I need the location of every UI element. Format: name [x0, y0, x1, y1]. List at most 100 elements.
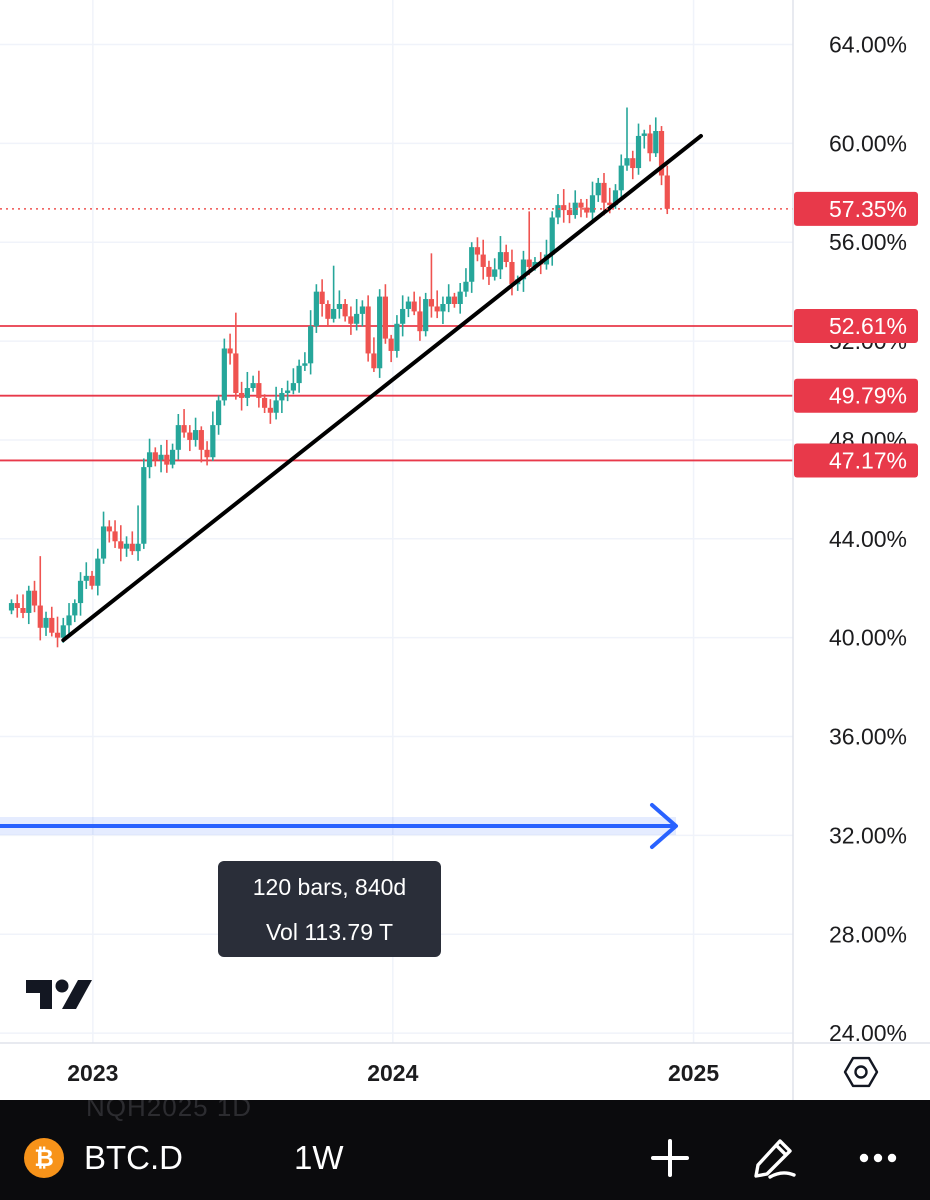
background-ghost-text: NQH2025 1D: [86, 1100, 253, 1122]
candle-body: [509, 261, 515, 285]
candle-body: [238, 392, 245, 398]
settings-hexagon-center: [854, 1065, 868, 1079]
chart-area[interactable]: 64.00%60.00%56.00%52.00%48.00%44.00%40.0…: [0, 0, 930, 1100]
candle-body: [20, 608, 26, 613]
candle-body: [630, 158, 636, 169]
candle-body: [26, 590, 32, 613]
y-tick-label: 24.00%: [829, 1020, 907, 1046]
y-tick-label: 64.00%: [829, 31, 907, 57]
candle-body: [267, 407, 273, 413]
candle-body: [158, 454, 164, 460]
candle-body: [77, 580, 84, 604]
candle-body: [302, 363, 308, 366]
candle-body: [503, 252, 509, 262]
bottom-toolbar: NQH2025 1D ₿ BTC.D 1W: [0, 1100, 930, 1200]
candle-body: [204, 449, 210, 458]
plus-icon[interactable]: [646, 1134, 694, 1182]
candle-body: [664, 175, 670, 209]
candle-body: [49, 617, 55, 633]
settings-hexagon-icon[interactable]: [843, 1056, 879, 1088]
candle-body: [572, 202, 578, 216]
level-tag: 52.61%: [829, 313, 907, 339]
x-tick-label: 2025: [668, 1060, 719, 1086]
candle-body: [653, 130, 659, 154]
interval-label[interactable]: 1W: [294, 1139, 344, 1176]
candle-body: [43, 617, 49, 628]
candle-body: [423, 299, 429, 332]
candle-body: [595, 182, 601, 196]
candle-body: [273, 400, 279, 413]
candle-body: [624, 158, 630, 166]
candle-body: [555, 205, 561, 218]
level-tag-bg: [794, 378, 918, 413]
candle-body: [532, 261, 538, 267]
tooltip-bars-label: 120 bars, 840d: [252, 874, 407, 900]
candle-body: [584, 207, 590, 213]
candle-body: [112, 531, 118, 542]
y-tick-label: 28.00%: [829, 921, 907, 947]
candle-body: [14, 603, 20, 609]
candle-body: [400, 308, 406, 324]
candle-body: [566, 210, 573, 216]
candle-body: [227, 348, 233, 354]
candle-body: [342, 304, 348, 317]
current-price-tag-bg: [794, 191, 918, 226]
candle-body: [331, 308, 337, 319]
candle-body: [262, 397, 268, 408]
symbol-label[interactable]: BTC.D: [84, 1139, 183, 1176]
candle-body: [210, 425, 216, 458]
candle-body: [60, 625, 66, 638]
candle-body: [492, 269, 498, 277]
candle-body: [72, 603, 78, 616]
candle-body: [31, 590, 38, 606]
candle-body: [457, 291, 463, 305]
candle-body: [486, 266, 492, 277]
tooltip-volume-label: Vol 113.79 T: [265, 919, 394, 945]
candle-body: [365, 306, 371, 354]
tv-logo-v: [62, 980, 92, 1009]
candle-body: [175, 425, 181, 450]
candle-body: [290, 383, 296, 391]
y-tick-label: 56.00%: [829, 229, 907, 255]
candle-body: [474, 247, 481, 255]
pen-icon[interactable]: [750, 1134, 798, 1182]
candle-body: [377, 296, 383, 369]
candle-body: [313, 291, 319, 327]
candle-body: [129, 543, 135, 552]
candle-body: [549, 217, 555, 255]
candle-body: [359, 306, 365, 314]
more-icon[interactable]: [854, 1134, 902, 1182]
candle-body: [647, 133, 653, 154]
candle-body: [198, 430, 204, 450]
x-axis[interactable]: 2023 2024 2025: [67, 1060, 719, 1086]
y-tick-label: 36.00%: [829, 724, 907, 750]
trendline[interactable]: [61, 133, 703, 643]
level-tag-bg: [794, 443, 918, 478]
candle-body: [561, 205, 567, 211]
date-range-measure[interactable]: [0, 803, 678, 849]
tv-logo-t: [26, 980, 52, 1009]
candle-body: [405, 301, 412, 309]
candle-body: [463, 281, 469, 292]
y-tick-label: 60.00%: [829, 130, 907, 156]
y-axis[interactable]: 64.00%60.00%56.00%52.00%48.00%44.00%40.0…: [829, 31, 907, 1046]
candle-body: [411, 301, 417, 312]
level-tag: 47.17%: [829, 447, 907, 473]
candle-body: [164, 454, 170, 465]
candle-body: [520, 259, 527, 280]
candle-body: [285, 390, 291, 393]
candle-body: [451, 296, 458, 305]
candle-body: [526, 259, 532, 267]
candle-body: [54, 632, 61, 638]
candle-body: [589, 195, 596, 213]
candles[interactable]: [8, 107, 670, 648]
candle-body: [601, 182, 607, 203]
x-tick-label: 2023: [67, 1060, 118, 1086]
measure-tooltip: 120 bars, 840d Vol 113.79 T: [218, 861, 441, 957]
candle-body: [578, 202, 584, 208]
candle-body: [118, 541, 124, 549]
y-tick-label: 44.00%: [829, 526, 907, 552]
candle-body: [371, 353, 377, 369]
candle-body: [446, 296, 452, 305]
candle-body: [308, 326, 314, 364]
